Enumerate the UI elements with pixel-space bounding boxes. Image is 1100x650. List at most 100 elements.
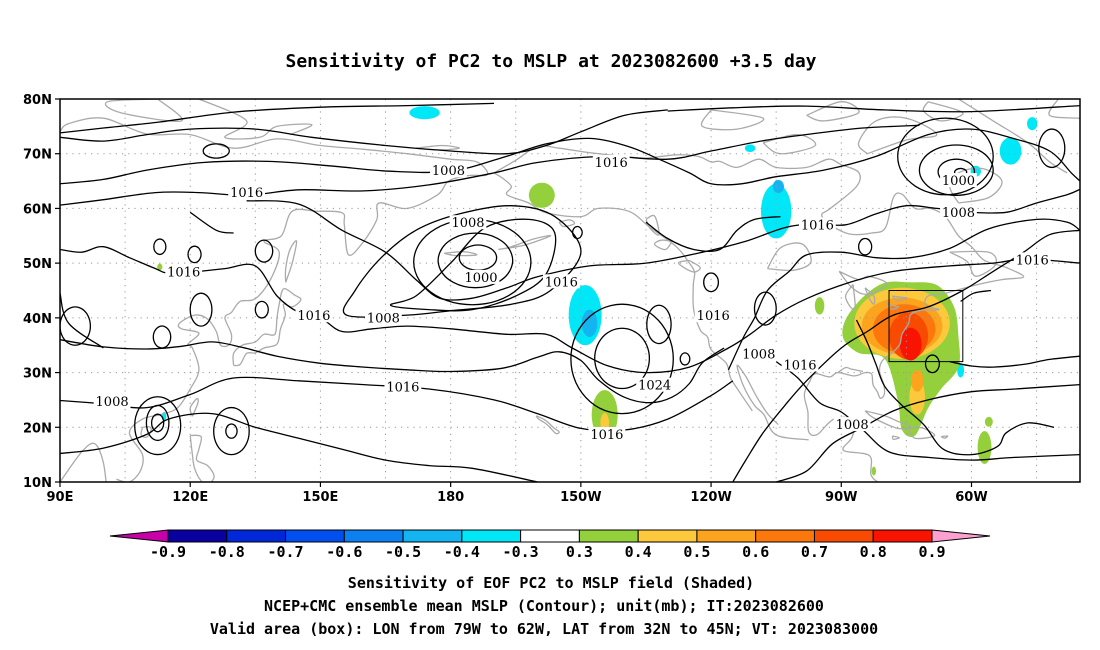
coastline	[677, 259, 701, 273]
isobar-closed	[254, 239, 274, 263]
contour-label: 1008	[96, 395, 129, 410]
colorbar-swatch	[813, 529, 874, 543]
coastline	[766, 242, 812, 272]
coastline	[837, 366, 864, 374]
colorbar-low-extend	[109, 529, 169, 543]
contour-label-bg	[165, 264, 203, 279]
coastline	[949, 250, 997, 277]
contour-label-bg	[430, 163, 467, 178]
colorbar-label: -0.8	[209, 543, 245, 561]
colorbar-label: -0.9	[150, 543, 186, 561]
isobar	[60, 293, 104, 349]
mslp-contours	[60, 102, 1080, 482]
coastline	[60, 442, 107, 482]
contour-label: 1016	[545, 275, 578, 290]
contour-label-bg	[449, 215, 487, 230]
isobar-closed	[594, 327, 651, 390]
isobar-closed	[187, 245, 202, 264]
isobar-closed	[458, 244, 498, 271]
isobar-closed	[153, 238, 167, 256]
shade-region	[957, 363, 965, 378]
coastline	[806, 101, 860, 122]
graticule	[60, 99, 1080, 482]
lon-label: 120W	[690, 490, 731, 505]
lat-label: 20N	[23, 421, 52, 436]
isobar-closed	[646, 304, 672, 345]
lon-label: 120E	[172, 490, 208, 505]
shade-region	[409, 106, 440, 120]
coastline	[645, 214, 660, 236]
colorbar-swatch	[285, 529, 345, 543]
coastline	[1048, 99, 1080, 119]
contour-label: 1016	[1016, 253, 1049, 268]
colorbar-swatch	[167, 529, 228, 543]
coastline	[189, 434, 215, 482]
contour-label: 1000	[942, 174, 975, 189]
shade-region	[977, 431, 992, 464]
lon-label: 150W	[560, 490, 601, 505]
coastline	[493, 145, 1025, 482]
isobar	[645, 215, 781, 253]
contour-label-bg	[542, 274, 580, 289]
isobar-closed	[897, 117, 994, 196]
caption-line-2: NCEP+CMC ensemble mean MSLP (Contour); u…	[264, 597, 824, 615]
lat-label: 60N	[23, 202, 52, 217]
colorbar-swatch	[343, 529, 404, 543]
lat-label: 50N	[23, 257, 52, 272]
isobar	[60, 412, 538, 482]
isobar-closed	[189, 292, 213, 327]
lat-label: 40N	[23, 312, 52, 327]
colorbar-label: 0.8	[860, 543, 887, 561]
coastline	[653, 239, 673, 251]
shade-region	[911, 369, 924, 392]
contour-label-bg	[636, 377, 674, 392]
shade-region	[581, 309, 598, 337]
caption-line-3: Valid area (box): LON from 79W to 62W, L…	[210, 620, 878, 638]
colorbar-swatch	[520, 529, 580, 543]
shade-region	[814, 297, 825, 315]
coastline	[940, 435, 949, 439]
coastline	[891, 435, 901, 440]
isobar-closed	[202, 143, 230, 159]
contour-label-bg	[588, 426, 626, 441]
contour-label: 1016	[167, 265, 200, 280]
colorbar-label: 0.5	[683, 543, 710, 561]
contour-label: 1016	[783, 358, 816, 373]
colorbar-label: -0.3	[503, 543, 539, 561]
contour-label-bg	[833, 417, 871, 432]
isobar-closed	[152, 325, 172, 349]
coastline	[198, 99, 313, 140]
lon-label: 90E	[47, 490, 74, 505]
contour-label-bg	[462, 269, 500, 284]
map-title: Sensitivity of PC2 to MSLP at 2023082600…	[285, 51, 816, 72]
caption-line-1: Sensitivity of EOF PC2 to MSLP field (Sh…	[348, 574, 754, 592]
contour-label: 1016	[801, 218, 834, 233]
isobar	[960, 289, 992, 302]
map-frame	[59, 98, 1081, 483]
contour-labels: 1008 1016 1016 1008 1000 1016 1016 1016 1008 1016…	[93, 155, 1051, 443]
contour-label-bg	[93, 394, 131, 409]
isobar-closed	[225, 423, 238, 439]
isobar	[60, 109, 668, 155]
lat-label: 30N	[23, 367, 52, 382]
isobar-closed	[342, 205, 582, 318]
shade-region	[744, 144, 756, 153]
isobar-closed	[134, 396, 182, 456]
contour-label-bg	[799, 217, 836, 232]
colorbar-label: 0.6	[742, 543, 769, 561]
isobar-closed	[679, 352, 691, 366]
contour-label-bg	[740, 346, 778, 361]
isobar	[60, 102, 495, 134]
colorbar-label: -0.4	[444, 543, 480, 561]
valid-area-box	[888, 290, 964, 363]
coastline	[864, 410, 911, 430]
isobar-closed	[571, 225, 583, 240]
contour-label: 1000	[464, 271, 497, 286]
colorbar-swatch	[637, 529, 698, 543]
shade-region	[999, 137, 1022, 165]
lon-label: 60W	[955, 490, 987, 505]
isobar-closed	[213, 407, 250, 456]
contour-label-bg	[694, 308, 732, 323]
colorbar-swatch	[755, 529, 815, 543]
